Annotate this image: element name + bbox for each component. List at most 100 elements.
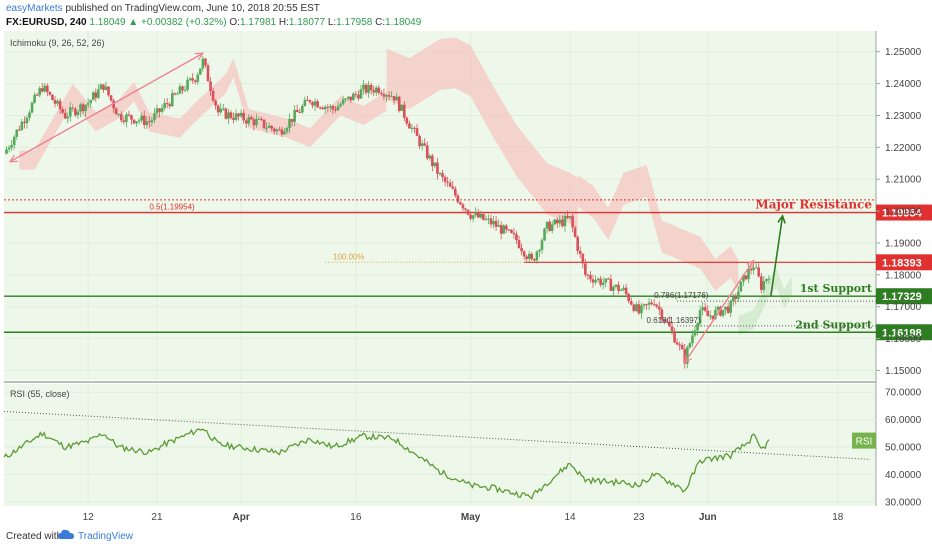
axes: 1.25000 1.24000 1.23000 1.22000 1.21000 1.200… bbox=[83, 47, 922, 523]
tradingview-brand[interactable]: TradingView bbox=[78, 531, 134, 542]
candle-body bbox=[680, 344, 684, 350]
candle-body bbox=[558, 219, 562, 224]
candle-body bbox=[265, 127, 268, 129]
candle-body bbox=[683, 349, 687, 364]
candle-body bbox=[742, 275, 745, 282]
level-name-label: 2nd Support bbox=[795, 318, 873, 331]
candle-body bbox=[453, 188, 457, 196]
candle-body bbox=[354, 93, 358, 95]
candle-body bbox=[415, 128, 419, 136]
candle-body bbox=[135, 121, 138, 124]
time-tick-label: May bbox=[461, 512, 481, 523]
candle-body bbox=[352, 93, 355, 101]
time-tick-label: 23 bbox=[633, 512, 645, 523]
candle-body bbox=[76, 111, 80, 116]
candle-body bbox=[193, 80, 197, 82]
rsi-tick-label: 40.0000 bbox=[885, 470, 922, 481]
price-tick-label: 1.21000 bbox=[885, 175, 922, 186]
candle-body bbox=[647, 302, 651, 305]
candle-body bbox=[336, 106, 340, 111]
time-tick-label: Apr bbox=[233, 512, 250, 523]
candle-body bbox=[160, 107, 164, 112]
candle-body bbox=[382, 94, 386, 97]
candle-body bbox=[601, 282, 605, 285]
candle-body bbox=[586, 274, 590, 276]
price-tick-label: 1.20000 bbox=[885, 207, 922, 218]
symbol-label[interactable]: FX:EURUSD, 240 bbox=[6, 17, 87, 28]
candle-body bbox=[51, 94, 54, 101]
candle-body bbox=[321, 107, 325, 110]
candle-body bbox=[81, 104, 85, 112]
candle-body bbox=[431, 155, 434, 167]
candle-body bbox=[142, 115, 146, 126]
rsi-tick-label: 70.0000 bbox=[885, 388, 922, 399]
candle-body bbox=[344, 98, 347, 100]
chart-area[interactable]: 1.19954 Major Resistance 1.17329 1st Suppor… bbox=[0, 0, 932, 524]
projection-arrow-head bbox=[777, 214, 786, 224]
ichimoku-indicator-label[interactable]: Ichimoku (9, 26, 52, 26) bbox=[10, 38, 105, 48]
candle-body bbox=[606, 278, 610, 280]
candle-body bbox=[408, 123, 411, 129]
cloud-segment bbox=[19, 58, 387, 170]
candle-body bbox=[540, 240, 544, 251]
level-price-badge bbox=[876, 288, 932, 305]
high-value: 1.18077 bbox=[288, 17, 326, 28]
candle-body bbox=[122, 120, 126, 123]
candle-body bbox=[670, 326, 674, 332]
candle-body bbox=[104, 86, 108, 90]
candle-body bbox=[499, 225, 503, 234]
trend-arrow-down[interactable] bbox=[9, 52, 204, 163]
price-tick-label: 1.15000 bbox=[885, 366, 922, 377]
candle-body bbox=[752, 267, 755, 271]
publisher-link[interactable]: easyMarkets bbox=[6, 3, 63, 14]
rsi-badge bbox=[852, 432, 876, 449]
candle-body bbox=[425, 145, 429, 159]
candle-body bbox=[711, 315, 715, 319]
candle-body bbox=[173, 93, 177, 95]
candle-body bbox=[553, 219, 557, 225]
candle-body bbox=[515, 234, 518, 241]
candle-body bbox=[459, 202, 462, 205]
rsi-trendline[interactable] bbox=[3, 410, 871, 460]
candle-body bbox=[754, 267, 758, 269]
candle-body bbox=[691, 335, 694, 344]
candle-body bbox=[464, 208, 467, 210]
candle-body bbox=[316, 101, 319, 108]
candle-body bbox=[372, 90, 376, 93]
candle-body bbox=[191, 78, 194, 81]
candle-body bbox=[446, 181, 449, 183]
candle-body bbox=[61, 109, 64, 113]
candle-body bbox=[43, 85, 47, 92]
candle-body bbox=[721, 309, 725, 316]
candles bbox=[5, 55, 771, 369]
level-price-label: 1.18393 bbox=[882, 257, 922, 269]
candle-body bbox=[23, 121, 26, 124]
candle-body bbox=[229, 112, 233, 118]
rsi-indicator-label[interactable]: RSI (55, close) bbox=[10, 389, 70, 399]
candle-body bbox=[74, 108, 77, 116]
rsi-tick-label: 30.0000 bbox=[885, 497, 922, 508]
swing-arrow-up-head bbox=[746, 259, 755, 269]
candle-body bbox=[729, 301, 732, 313]
candle-body bbox=[737, 291, 740, 299]
candle-body bbox=[278, 129, 281, 131]
candle-body bbox=[632, 304, 636, 311]
candle-body bbox=[334, 109, 337, 111]
candle-body bbox=[548, 221, 551, 231]
candle-body bbox=[471, 215, 475, 219]
projection-arrow[interactable] bbox=[770, 215, 784, 296]
candle-body bbox=[693, 330, 697, 336]
swing-arrow-up[interactable] bbox=[684, 260, 755, 363]
candle-body bbox=[759, 276, 763, 290]
fib-label: 0.5(1.19954) bbox=[149, 203, 195, 212]
candle-body bbox=[349, 96, 353, 101]
candle-body bbox=[640, 305, 643, 314]
candle-body bbox=[507, 229, 511, 231]
candle-body bbox=[469, 214, 472, 219]
candle-body bbox=[635, 304, 638, 311]
candle-body bbox=[99, 84, 103, 90]
candle-body bbox=[247, 117, 251, 124]
candle-body bbox=[527, 253, 531, 259]
ichimoku-cloud bbox=[19, 37, 792, 336]
candle-body bbox=[624, 287, 628, 294]
